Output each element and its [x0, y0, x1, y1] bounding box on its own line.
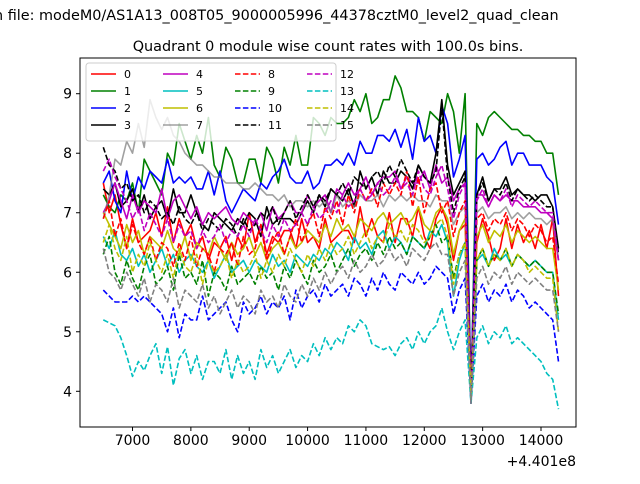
legend-label-11: 11 — [268, 119, 282, 132]
y-tick-label: 9 — [63, 87, 72, 103]
legend-label-5: 5 — [196, 85, 203, 98]
legend-label-13: 13 — [340, 85, 354, 98]
series-line-12 — [102, 158, 560, 404]
x-tick-label: 12000 — [402, 433, 447, 449]
x-tick-label: 14000 — [519, 433, 564, 449]
legend-label-3: 3 — [124, 119, 131, 132]
y-tick-label: 4 — [63, 384, 72, 400]
series-line-13 — [102, 307, 560, 410]
legend-label-10: 10 — [268, 102, 282, 115]
x-offset-label: +4.401e8 — [507, 454, 576, 470]
series-line-0 — [102, 182, 560, 393]
axes: 7000 8000 9000 10000 11000 12000 13000 14000 4 5 6… — [63, 57, 577, 449]
series-line-8 — [102, 170, 560, 398]
series-line-5 — [102, 223, 560, 398]
legend-label-15: 15 — [340, 119, 354, 132]
x-tick-label: 9000 — [231, 433, 267, 449]
legend-label-7: 7 — [196, 119, 203, 132]
y-tick-label: 8 — [63, 146, 72, 162]
legend-label-4: 4 — [196, 68, 203, 81]
x-tick-label: 10000 — [285, 433, 330, 449]
chart-title: Quadrant 0 module wise count rates with … — [133, 39, 524, 55]
y-tick-label: 5 — [63, 325, 72, 341]
series-line-11 — [102, 104, 560, 398]
legend-label-6: 6 — [196, 102, 203, 115]
legend-label-8: 8 — [268, 68, 275, 81]
series-line-2 — [102, 104, 560, 393]
legend-label-2: 2 — [124, 102, 131, 115]
x-tick-label: 13000 — [460, 433, 505, 449]
y-tick-label: 6 — [63, 265, 72, 281]
series-line-15 — [102, 241, 560, 404]
legend-label-14: 14 — [340, 102, 354, 115]
x-tick-label: 11000 — [344, 433, 389, 449]
x-tick-label: 8000 — [173, 433, 209, 449]
legend-label-0: 0 — [124, 68, 131, 81]
x-tick-label: 7000 — [115, 433, 151, 449]
series-line-10 — [102, 265, 560, 404]
series-line-14 — [102, 217, 560, 398]
legend-label-9: 9 — [268, 85, 275, 98]
figure-suptitle: n file: modeM0/AS1A13_008T05_9000005996_… — [0, 8, 559, 24]
legend-box — [85, 62, 337, 142]
series-line-6 — [102, 206, 560, 398]
y-tick-label: 7 — [63, 206, 72, 222]
axes-frame — [79, 57, 577, 428]
legend-label-1: 1 — [124, 85, 131, 98]
legend-label-12: 12 — [340, 68, 354, 81]
